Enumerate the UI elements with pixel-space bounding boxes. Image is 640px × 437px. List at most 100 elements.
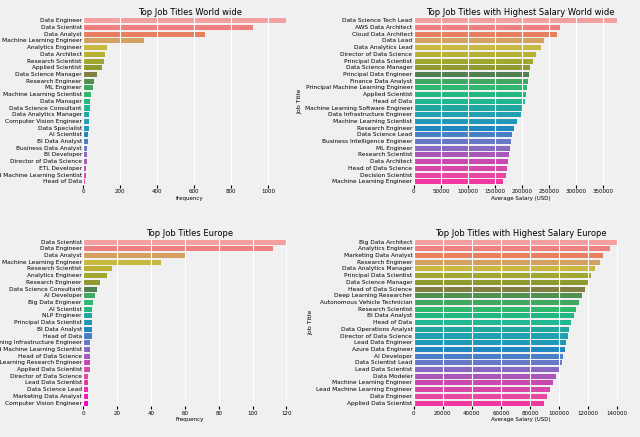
Bar xyxy=(83,112,90,117)
Bar xyxy=(414,367,559,372)
Title: Top Job Titles with Highest Salary Europe: Top Job Titles with Highest Salary Europ… xyxy=(435,229,606,238)
Bar xyxy=(414,320,571,325)
Bar xyxy=(414,65,531,70)
Bar xyxy=(414,287,585,291)
Bar xyxy=(83,132,88,137)
Bar xyxy=(83,313,92,319)
Bar xyxy=(83,333,92,339)
Bar xyxy=(83,320,92,325)
Bar xyxy=(414,159,508,164)
Bar xyxy=(83,253,185,258)
Bar xyxy=(83,38,144,43)
Bar xyxy=(414,401,545,406)
Bar xyxy=(414,293,582,298)
Bar xyxy=(414,25,560,30)
Bar xyxy=(414,354,563,359)
Bar xyxy=(414,125,514,131)
Bar xyxy=(83,173,86,177)
Bar xyxy=(414,146,510,151)
Bar xyxy=(83,125,89,131)
Bar xyxy=(83,139,88,144)
Bar xyxy=(83,280,100,285)
Bar xyxy=(414,85,527,90)
Bar xyxy=(83,293,95,298)
Bar xyxy=(83,347,90,352)
Bar xyxy=(414,333,568,339)
Bar xyxy=(414,105,522,111)
Bar xyxy=(414,179,503,184)
Bar xyxy=(414,340,566,345)
Bar xyxy=(414,173,506,177)
Bar xyxy=(414,374,556,379)
Bar xyxy=(414,153,509,157)
Bar xyxy=(83,401,88,406)
Bar xyxy=(414,18,617,23)
Bar xyxy=(83,387,88,392)
Bar xyxy=(83,85,93,90)
Y-axis label: Job Title: Job Title xyxy=(308,310,314,335)
Bar xyxy=(414,280,588,285)
Bar xyxy=(414,260,600,265)
Bar xyxy=(414,45,541,50)
Bar xyxy=(414,92,526,97)
Bar xyxy=(83,18,286,23)
Bar xyxy=(414,273,591,278)
Bar xyxy=(414,300,579,305)
Bar xyxy=(414,32,557,37)
Title: Top Job Titles Europe: Top Job Titles Europe xyxy=(147,229,234,238)
Bar xyxy=(414,394,547,399)
Bar xyxy=(83,159,86,164)
Bar xyxy=(414,267,595,271)
Bar xyxy=(83,52,106,57)
Bar xyxy=(414,139,511,144)
Bar xyxy=(414,253,602,258)
Bar xyxy=(414,387,550,392)
Bar xyxy=(83,79,94,84)
Bar xyxy=(83,65,102,70)
Bar xyxy=(83,327,92,332)
Bar xyxy=(83,354,90,359)
Bar xyxy=(83,72,97,77)
Bar xyxy=(83,381,88,385)
Bar xyxy=(83,340,90,345)
Bar xyxy=(83,32,205,37)
Bar xyxy=(414,307,577,312)
Bar xyxy=(83,273,107,278)
Bar xyxy=(83,146,88,151)
Bar xyxy=(414,59,533,63)
Bar xyxy=(83,300,93,305)
Bar xyxy=(414,38,544,43)
Bar xyxy=(83,367,90,372)
X-axis label: Average Salary (USD): Average Salary (USD) xyxy=(491,417,550,422)
Bar xyxy=(414,239,617,245)
Bar xyxy=(83,59,104,63)
Bar xyxy=(83,239,286,245)
Bar xyxy=(83,92,91,97)
X-axis label: frequency: frequency xyxy=(176,196,204,201)
Bar xyxy=(83,25,253,30)
Bar xyxy=(83,287,97,291)
Bar xyxy=(83,179,85,184)
Bar xyxy=(414,72,529,77)
Bar xyxy=(414,347,564,352)
Bar xyxy=(414,119,517,124)
Title: Top Job Titles World wide: Top Job Titles World wide xyxy=(138,8,242,17)
Bar xyxy=(83,166,86,171)
Bar xyxy=(83,394,88,399)
Bar xyxy=(414,132,513,137)
X-axis label: Frequency: Frequency xyxy=(175,417,204,422)
Bar xyxy=(83,246,273,251)
Y-axis label: Job Title: Job Title xyxy=(297,89,302,114)
Title: Top Job Titles with Highest Salary World wide: Top Job Titles with Highest Salary World… xyxy=(426,8,615,17)
Bar xyxy=(83,119,89,124)
Bar xyxy=(414,166,507,171)
Bar xyxy=(83,260,161,265)
Bar xyxy=(83,361,90,365)
Bar xyxy=(83,374,88,379)
Bar xyxy=(414,79,527,84)
Bar xyxy=(414,381,553,385)
Bar xyxy=(414,361,562,365)
Bar xyxy=(414,313,573,319)
Bar xyxy=(414,99,525,104)
Bar xyxy=(83,99,90,104)
